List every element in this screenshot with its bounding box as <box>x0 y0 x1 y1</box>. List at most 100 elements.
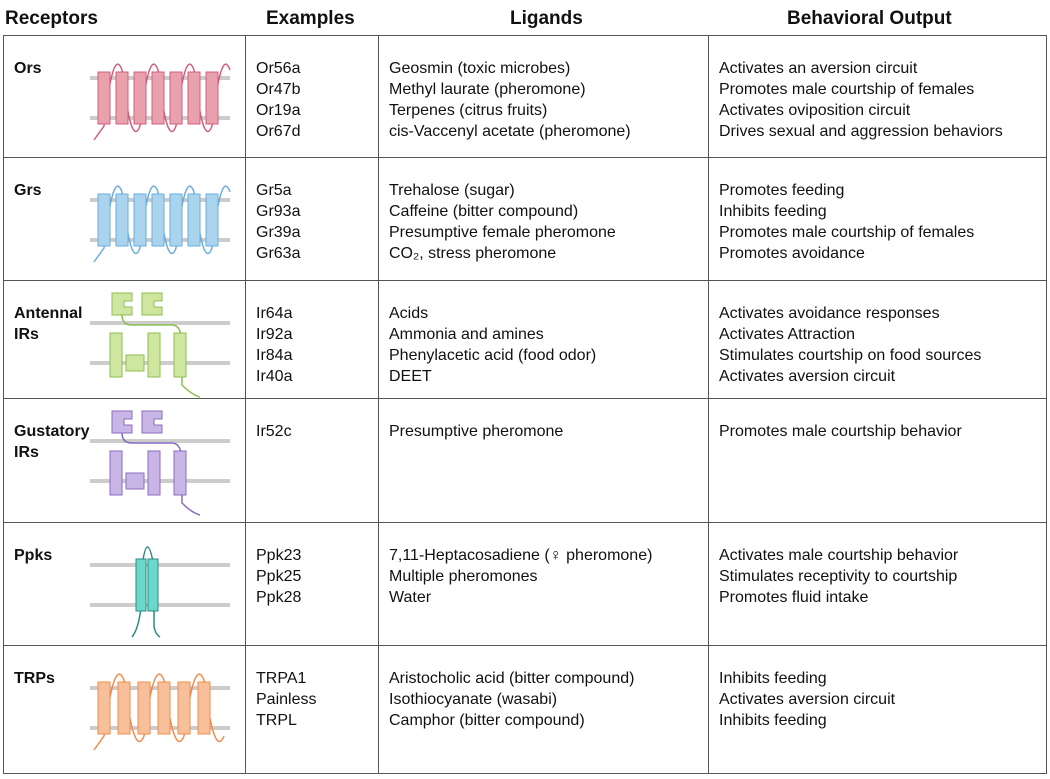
ligands-item: Camphor (bitter compound) <box>389 712 585 729</box>
outputs-item: Activates avoidance responses <box>719 305 940 322</box>
examples-item: Ppk25 <box>256 568 302 585</box>
row: TRPs TRPA1 Painless TRPL Aristocholic acid (… <box>3 645 1047 774</box>
examples-cell: Ir52c <box>245 398 379 523</box>
examples-cell: Gr5a Gr93a Gr39a Gr63a <box>245 157 379 281</box>
receptor-cell: Gustatory IRs <box>3 398 246 523</box>
ligands-cell: 7,11-Heptacosadiene (♀ pheromone) Multipl… <box>378 522 709 646</box>
examples-item: Gr93a <box>256 203 301 220</box>
receptor-label: TRPs <box>14 670 55 687</box>
row: Antennal IRs Ir64a Ir92a Ir84a Ir40a Acids Amm… <box>3 280 1047 399</box>
outputs-item: Activates an aversion circuit <box>719 60 918 77</box>
examples-item: TRPL <box>256 712 297 729</box>
receptor-icon <box>90 63 231 141</box>
receptor-icon <box>90 546 230 638</box>
ligands-cell: Aristocholic acid (bitter compound) Isoth… <box>378 645 709 774</box>
ligands-item: Caffeine (bitter compound) <box>389 203 579 220</box>
ligands-item: Acids <box>389 305 429 322</box>
receptor-icon <box>90 410 230 516</box>
examples-item: Ir40a <box>256 368 293 385</box>
ligands-item: Water <box>389 589 432 606</box>
outputs-item: Activates aversion circuit <box>719 368 896 385</box>
outputs-item: Stimulates courtship on food sources <box>719 347 982 364</box>
receptor-icon <box>90 673 230 751</box>
receptor-label: Grs <box>14 182 42 199</box>
outputs-item: Activates male courtship behavior <box>719 547 959 564</box>
header: Examples <box>266 8 355 29</box>
outputs-item: Drives sexual and aggression behaviors <box>719 123 1003 140</box>
receptor-cell: TRPs <box>3 645 246 774</box>
receptor-label: Gustatory IRs <box>14 423 90 461</box>
receptor-label: Ors <box>14 60 42 77</box>
examples-item: TRPA1 <box>256 670 307 687</box>
examples-cell: Ppk23 Ppk25 Ppk28 <box>245 522 379 646</box>
examples-item: Painless <box>256 691 317 708</box>
examples-cell: TRPA1 Painless TRPL <box>245 645 379 774</box>
receptor-label: Ppks <box>14 547 53 564</box>
ligands-cell: Geosmin (toxic microbes) Methyl laurate (… <box>378 35 709 158</box>
ligands-item: Multiple pheromones <box>389 568 538 585</box>
examples-item: Ir64a <box>256 305 293 322</box>
ligands-item: Geosmin (toxic microbes) <box>389 60 571 77</box>
ligands-item: 7,11-Heptacosadiene (♀ pheromone) <box>389 547 653 564</box>
examples-item: Or19a <box>256 102 301 119</box>
outputs-cell: Activates an aversion circuit Promotes ma… <box>708 35 1047 158</box>
ligands-item: Methyl laurate (pheromone) <box>389 81 586 98</box>
ligands-item: Terpenes (citrus fruits) <box>389 102 548 119</box>
row: Ors Or56a Or47b Or19a Or67d Geosmin (toxic mi… <box>3 35 1047 158</box>
examples-item: Or47b <box>256 81 301 98</box>
ligands-item: Ammonia and amines <box>389 326 544 343</box>
examples-item: Gr63a <box>256 245 301 262</box>
examples-item: Gr5a <box>256 182 292 199</box>
examples-cell: Ir64a Ir92a Ir84a Ir40a <box>245 280 379 399</box>
receptor-cell: Grs <box>3 157 246 281</box>
examples-item: Or56a <box>256 60 301 77</box>
header: Ligands <box>510 8 583 29</box>
outputs-item: Promotes feeding <box>719 182 845 199</box>
outputs-item: Promotes male courtship of females <box>719 224 975 241</box>
outputs-item: Promotes fluid intake <box>719 589 869 606</box>
receptor-label: Antennal IRs <box>14 305 83 343</box>
ligands-cell: Acids Ammonia and amines Phenylacetic acid… <box>378 280 709 399</box>
outputs-item: Activates aversion circuit <box>719 691 896 708</box>
ligands-item: Presumptive female pheromone <box>389 224 616 241</box>
outputs-item: Promotes male courtship behavior <box>719 423 962 440</box>
outputs-cell: Activates male courtship behavior Stimula… <box>708 522 1047 646</box>
row: Gustatory IRs Ir52c Presumptive pheromone P… <box>3 398 1047 523</box>
receptor-cell: Antennal IRs <box>3 280 246 399</box>
outputs-item: Promotes avoidance <box>719 245 865 262</box>
outputs-item: Inhibits feeding <box>719 203 827 220</box>
ligands-item: Trehalose (sugar) <box>389 182 515 199</box>
row: Ppks Ppk23 Ppk25 Ppk28 7,11-Heptacosadiene (… <box>3 522 1047 646</box>
examples-item: Ir92a <box>256 326 293 343</box>
receptor-cell: Ppks <box>3 522 246 646</box>
outputs-item: Activates Attraction <box>719 326 856 343</box>
outputs-cell: Activates avoidance responses Activates A… <box>708 280 1047 399</box>
ligands-item: Aristocholic acid (bitter compound) <box>389 670 635 687</box>
outputs-item: Promotes male courtship of females <box>719 81 975 98</box>
header: Receptors <box>5 8 98 29</box>
ligands-item: cis-Vaccenyl acetate (pheromone) <box>389 123 631 140</box>
examples-item: Ir84a <box>256 347 293 364</box>
examples-item: Ppk23 <box>256 547 302 564</box>
header: Behavioral Output <box>787 8 952 29</box>
ligands-item: Presumptive pheromone <box>389 423 564 440</box>
outputs-item: Stimulates receptivity to courtship <box>719 568 958 585</box>
ligands-item: Isothiocyanate (wasabi) <box>389 691 558 708</box>
outputs-item: Inhibits feeding <box>719 670 827 687</box>
row: Grs Gr5a Gr93a Gr39a Gr63a Trehalose (sugar) C… <box>3 157 1047 281</box>
ligands-cell: Trehalose (sugar) Caffeine (bitter compou… <box>378 157 709 281</box>
ligands-cell: Presumptive pheromone <box>378 398 709 523</box>
outputs-cell: Promotes feeding Inhibits feeding Promotes… <box>708 157 1047 281</box>
table: Ors Or56a Or47b Or19a Or67d Geosmin (toxic mi… <box>3 35 1047 774</box>
ligands-item: Phenylacetic acid (food odor) <box>389 347 597 364</box>
examples-item: Ir52c <box>256 423 292 440</box>
outputs-item: Inhibits feeding <box>719 712 827 729</box>
examples-cell: Or56a Or47b Or19a Or67d <box>245 35 379 158</box>
outputs-cell: Promotes male courtship behavior <box>708 398 1047 523</box>
receptor-icon <box>90 292 230 398</box>
ligands-item: DEET <box>389 368 432 385</box>
examples-item: Gr39a <box>256 224 301 241</box>
receptor-icon <box>90 185 231 263</box>
examples-item: Or67d <box>256 123 301 140</box>
